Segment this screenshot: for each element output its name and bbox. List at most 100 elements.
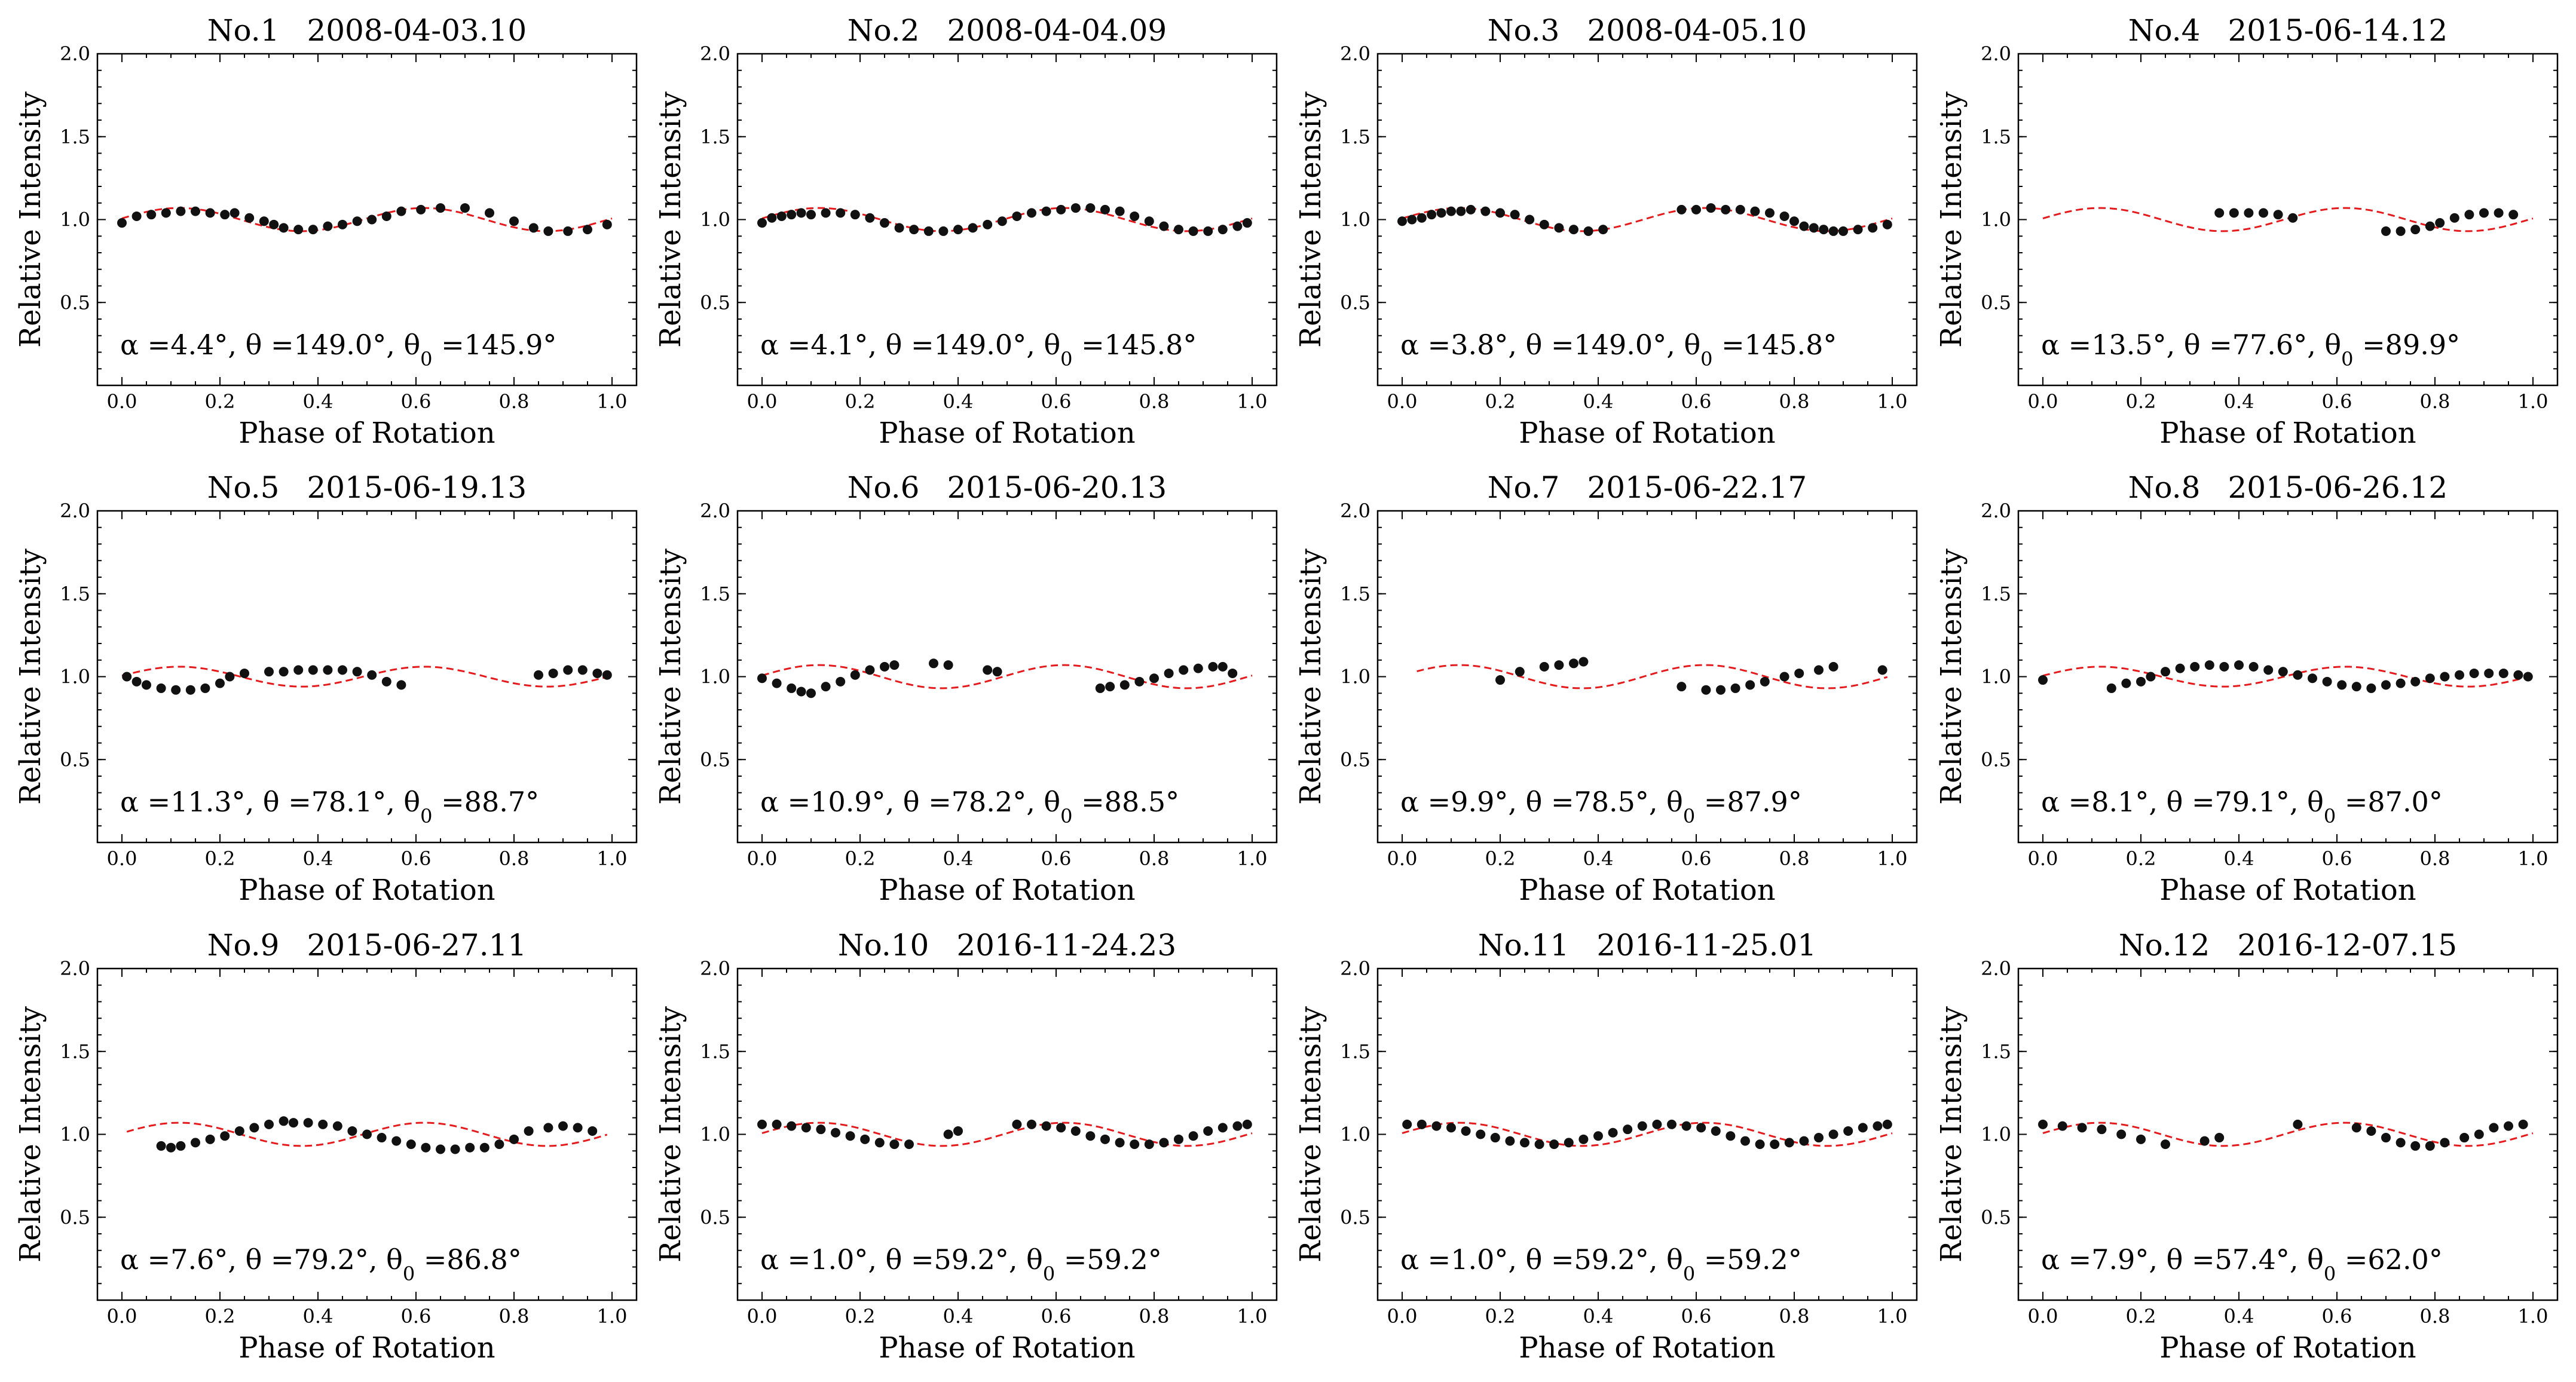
panel-date: 2016-11-25.01 (1596, 928, 1816, 963)
panel-number: No.5 (207, 470, 280, 505)
data-point (1554, 223, 1564, 233)
annotation: α =7.6°, θ =79.2°, θ0 =86.8° (120, 1243, 522, 1285)
theta0-equals: = (2336, 786, 2367, 818)
y-tick-label: 1.5 (60, 583, 90, 605)
data-point (205, 208, 215, 218)
alpha-value: 4.1° (810, 329, 868, 361)
theta0-symbol: , θ (386, 786, 420, 818)
y-tick-label: 1.0 (60, 209, 90, 231)
theta0-symbol: , θ (2290, 1243, 2324, 1276)
data-point (563, 226, 573, 236)
data-point (1623, 1124, 1633, 1135)
data-point (1100, 1134, 1110, 1144)
data-point (2263, 665, 2274, 675)
data-point (1789, 216, 1799, 226)
x-tick-label: 0.2 (2126, 847, 2156, 870)
data-point (801, 1123, 811, 1133)
theta-value: 79.2° (294, 1243, 369, 1276)
data-point (757, 673, 767, 684)
y-tick-label: 1.0 (1981, 209, 2011, 231)
data-point (1242, 218, 1252, 228)
theta-symbol: , θ = (2167, 329, 2232, 361)
data-point (997, 216, 1007, 226)
data-point (156, 683, 166, 693)
data-point (1740, 1136, 1750, 1146)
data-point (983, 219, 993, 229)
x-tick-label: 0.4 (303, 390, 334, 413)
theta-symbol: , θ = (2149, 786, 2214, 818)
fit-curve (1402, 1121, 1893, 1147)
data-point (146, 210, 157, 220)
data-point (787, 1121, 797, 1131)
panel-number: No.1 (207, 13, 280, 48)
data-point (1676, 682, 1687, 692)
data-point (1510, 210, 1520, 220)
y-axis-label: Relative Intensity (1294, 548, 1327, 805)
y-tick-label: 2.0 (1340, 42, 1370, 65)
data-point (259, 216, 269, 226)
x-axis-label: Phase of Rotation (238, 874, 495, 907)
theta-value: 59.2° (1574, 1243, 1649, 1276)
alpha-symbol: α = (2041, 786, 2091, 818)
data-point (156, 1141, 166, 1151)
theta0-value: 145.8° (1105, 329, 1197, 361)
data-point (2106, 683, 2116, 693)
fit-curve (121, 207, 613, 232)
x-tick-label: 1.0 (2518, 847, 2549, 870)
data-point (338, 665, 347, 675)
data-point (2248, 661, 2259, 672)
data-point (1539, 661, 1549, 672)
theta0-value: 59.2° (1727, 1243, 1801, 1276)
data-point (583, 225, 592, 235)
theta-symbol: , θ = (886, 786, 952, 818)
data-point (1828, 1129, 1838, 1139)
panel-2: No.2 2008-04-04.09 0.0 0.2 0.4 0.6 0.8 1.0 0.5 1.… (654, 13, 1278, 450)
data-point (1691, 204, 1701, 214)
data-point (845, 1131, 855, 1141)
x-tick-label: 1.0 (1877, 1305, 1908, 1328)
data-point (816, 1124, 826, 1135)
data-point (1534, 1139, 1544, 1150)
data-point (943, 1129, 953, 1139)
data-point (1750, 206, 1760, 216)
data-point (1056, 204, 1066, 214)
data-point (436, 203, 445, 213)
data-point (836, 208, 846, 218)
x-tick-label: 0.4 (303, 847, 334, 870)
theta0-equals: = (2336, 1243, 2367, 1276)
x-tick-label: 0.0 (107, 1305, 137, 1328)
x-tick-label: 0.2 (205, 390, 235, 413)
y-tick-label: 1.5 (1340, 583, 1370, 605)
panel-4: No.4 2015-06-14.12 0.0 0.2 0.4 0.6 0.8 1.0 0.5 1.… (1935, 13, 2559, 450)
data-point (2498, 668, 2508, 678)
annotation: α =8.1°, θ =79.1°, θ0 =87.0° (2041, 786, 2443, 828)
data-point (850, 670, 860, 680)
x-tick-label: 0.0 (107, 847, 137, 870)
data-point (880, 218, 889, 228)
panel-6: No.6 2015-06-20.13 0.0 0.2 0.4 0.6 0.8 1.0 0.5 1.… (654, 470, 1278, 907)
theta0-subscript: 0 (1683, 1263, 1695, 1285)
panel-title: No.8 2015-06-26.12 (2128, 470, 2448, 505)
data-point (230, 208, 240, 218)
y-tick-label: 2.0 (1981, 42, 2011, 65)
theta-symbol: , θ = (2149, 1243, 2214, 1276)
data-point (2381, 680, 2391, 690)
data-point (2293, 1119, 2303, 1129)
data-point (865, 213, 875, 223)
alpha-value: 3.8° (1451, 329, 1508, 361)
data-point (1242, 1119, 1252, 1129)
panel-title: No.2 2008-04-04.09 (848, 13, 1167, 48)
data-point (1012, 211, 1022, 221)
data-point (2508, 210, 2519, 220)
y-tick-label: 1.5 (1981, 583, 2011, 605)
panel-date: 2008-04-05.10 (1587, 13, 1807, 48)
data-point (983, 665, 993, 675)
alpha-value: 1.0° (1451, 1243, 1508, 1276)
data-point (558, 1121, 568, 1131)
panel-date: 2016-12-07.15 (2237, 928, 2457, 963)
data-point (122, 672, 132, 682)
y-axis-label: Relative Intensity (1294, 91, 1327, 348)
data-point (787, 683, 797, 693)
x-tick-label: 0.8 (499, 847, 530, 870)
x-tick-label: 0.0 (1387, 1305, 1418, 1328)
